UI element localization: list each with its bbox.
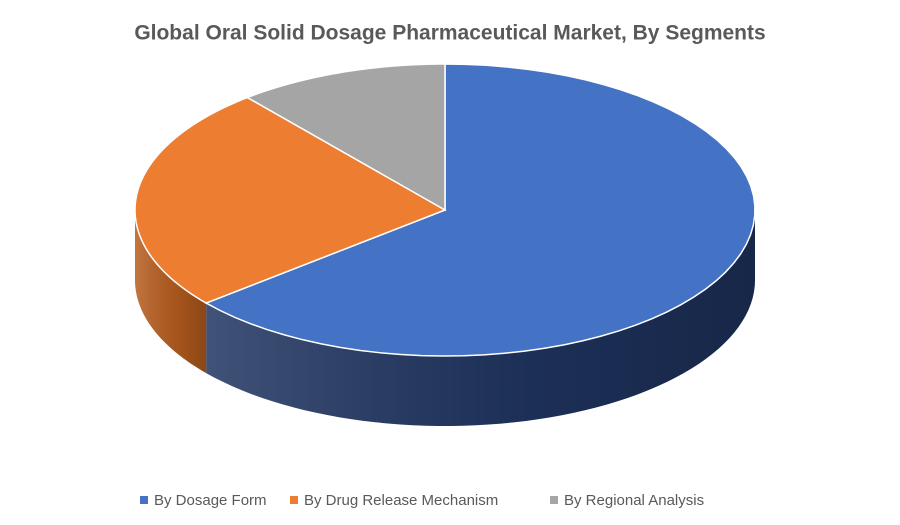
pie-side-shade bbox=[206, 210, 756, 426]
legend-label: By Drug Release Mechanism bbox=[304, 492, 498, 509]
chart-title: Global Oral Solid Dosage Pharmaceutical … bbox=[134, 22, 765, 45]
legend: By Dosage Form By Drug Release Mechanism B… bbox=[140, 492, 704, 509]
pie bbox=[134, 63, 756, 426]
pie-slice bbox=[134, 96, 447, 304]
pie-slice bbox=[204, 63, 756, 357]
legend-label: By Dosage Form bbox=[154, 492, 267, 509]
legend-swatch bbox=[290, 496, 298, 504]
legend-swatch bbox=[550, 496, 558, 504]
legend-label: By Regional Analysis bbox=[564, 492, 704, 509]
pie-side-shade bbox=[135, 210, 207, 374]
legend-swatch bbox=[140, 496, 148, 504]
pie-slice bbox=[245, 63, 446, 212]
